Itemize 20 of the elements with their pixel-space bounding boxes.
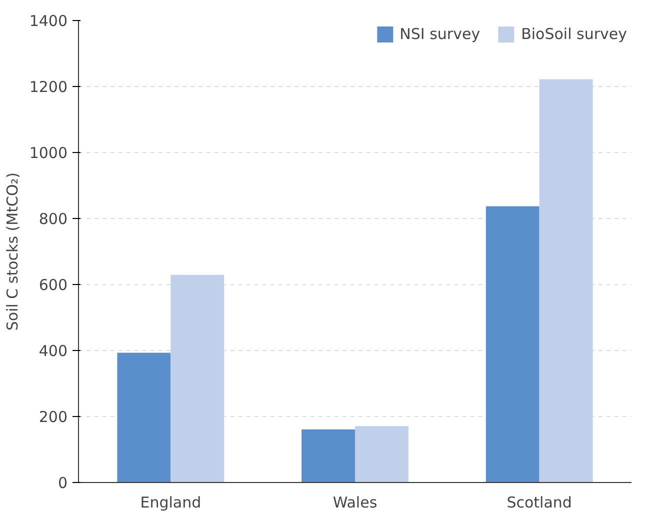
y-tick-label: 1000 [29, 144, 68, 162]
y-tick-label: 1400 [29, 12, 68, 30]
bar [486, 206, 540, 482]
y-tick-label: 0 [58, 474, 68, 492]
bar [170, 274, 224, 482]
x-tick-label: England [140, 494, 202, 512]
y-tick-label: 400 [38, 342, 68, 360]
legend-label: NSI survey [400, 25, 480, 43]
legend-label: BioSoil survey [521, 25, 627, 43]
y-tick-label: 600 [38, 276, 68, 294]
y-tick-label: 1200 [29, 78, 68, 96]
bar [539, 79, 593, 482]
y-tick-label: 200 [38, 408, 68, 426]
x-tick-label: Scotland [506, 494, 572, 512]
bar [302, 429, 355, 482]
bar [117, 352, 171, 482]
y-tick-label: 800 [38, 210, 68, 228]
y-axis-title: Soil C stocks (MtCO₂) [3, 172, 22, 331]
x-tick-label: Wales [332, 494, 378, 512]
bar [355, 426, 408, 482]
